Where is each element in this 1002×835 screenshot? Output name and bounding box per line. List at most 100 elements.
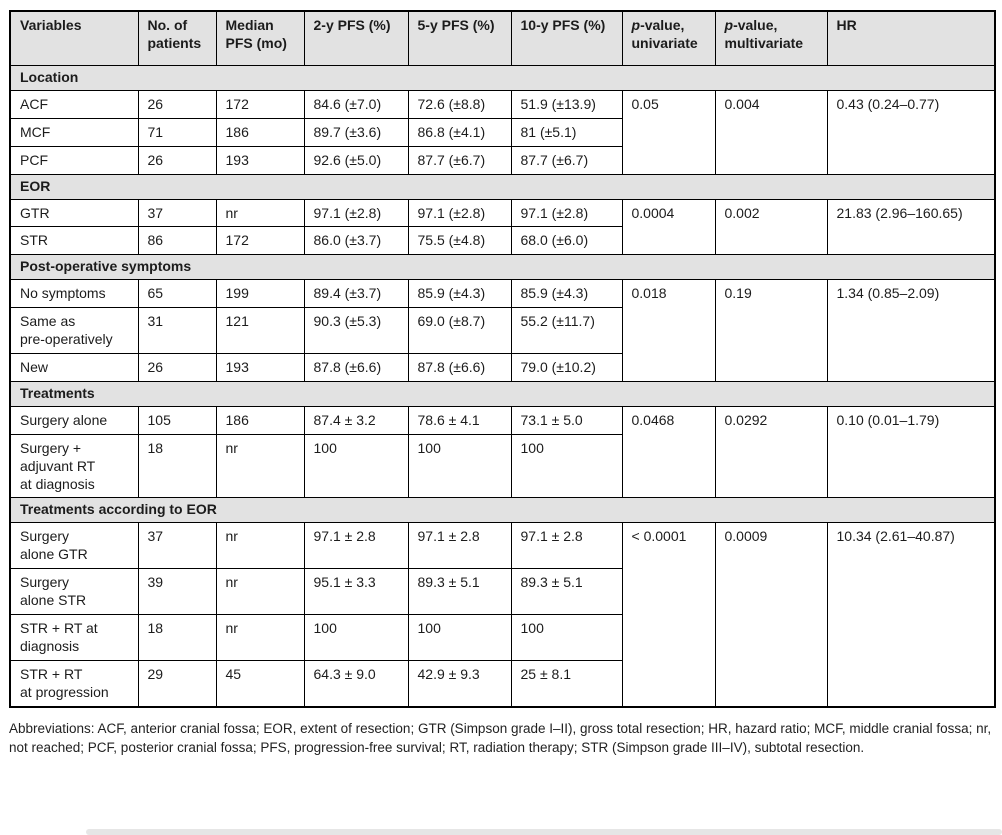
cell-variable: Surgery alone STR [9, 568, 139, 615]
cell-10y-pfs: 79.0 (±10.2) [510, 352, 623, 382]
cell-5y-pfs: 69.0 (±8.7) [407, 307, 512, 354]
cell-median-pfs: 172 [215, 226, 305, 256]
cell-variable: STR + RT at progression [9, 659, 139, 708]
cell-median-pfs: nr [215, 522, 305, 570]
cell-2y-pfs: 87.4 ± 3.2 [303, 405, 409, 435]
cell-median-pfs: nr [215, 198, 305, 228]
section-title: EOR [9, 173, 996, 200]
cell-p-multivariate: 0.004 [714, 89, 828, 175]
cell-10y-pfs: 87.7 (±6.7) [510, 145, 623, 175]
section-title: Treatments according to EOR [9, 497, 996, 524]
cell-2y-pfs: 92.6 (±5.0) [303, 145, 409, 175]
cell-median-pfs: 45 [215, 659, 305, 708]
cell-10y-pfs: 89.3 ± 5.1 [510, 568, 623, 615]
section-row: Location [9, 65, 996, 91]
cell-variable: No symptoms [9, 279, 139, 309]
cell-5y-pfs: 100 [407, 613, 512, 661]
cell-median-pfs: 186 [215, 117, 305, 147]
cell-variable: Surgery alone GTR [9, 522, 139, 570]
cell-patients: 37 [137, 198, 217, 228]
cell-2y-pfs: 86.0 (±3.7) [303, 226, 409, 256]
cell-patients: 71 [137, 117, 217, 147]
cell-median-pfs: nr [215, 613, 305, 661]
cell-10y-pfs: 55.2 (±11.7) [510, 307, 623, 354]
column-header: No. of patients [137, 10, 217, 66]
section-title: Post-operative symptoms [9, 254, 996, 281]
cell-variable: PCF [9, 145, 139, 175]
cell-5y-pfs: 75.5 (±4.8) [407, 226, 512, 256]
cell-5y-pfs: 87.8 (±6.6) [407, 352, 512, 382]
cell-patients: 18 [137, 433, 217, 499]
cell-hr: 0.43 (0.24–0.77) [826, 89, 996, 175]
page: Variables No. of patients Median PFS (mo) 2… [9, 10, 996, 755]
cell-median-pfs: 193 [215, 145, 305, 175]
column-header: 5-y PFS (%) [407, 10, 512, 66]
table-row: Same as pre-operatively 31 121 90.3 (±5.3) 6… [9, 307, 995, 354]
table-row: Surgery alone 105 186 87.4 ± 3.2 78.6 ± 4.1 7… [9, 405, 996, 499]
cell-p-multivariate: 0.0009 [714, 522, 828, 708]
cell-median-pfs: 121 [215, 307, 305, 354]
cell-10y-pfs: 100 [510, 433, 623, 499]
cell-2y-pfs: 89.7 (±3.6) [303, 117, 409, 147]
cell-variable: Surgery + adjuvant RT at diagnosis [9, 433, 139, 499]
cell-5y-pfs: 86.8 (±4.1) [407, 117, 512, 147]
cell-10y-pfs: 51.9 (±13.9) [510, 89, 623, 119]
cell-patients: 26 [137, 352, 217, 382]
cell-median-pfs: nr [215, 568, 305, 615]
cell-5y-pfs: 97.1 ± 2.8 [407, 522, 512, 570]
cell-10y-pfs: 97.1 ± 2.8 [510, 522, 623, 570]
cell-median-pfs: 199 [215, 279, 305, 309]
section-row: Treatments according to EOR [9, 497, 996, 524]
cell-p-univariate: 0.05 [621, 89, 716, 175]
cell-p-univariate: 0.0004 [621, 198, 716, 256]
table-row: ACF 26 172 84.6 (±7.0) 72.6 (±8.8) 51.9 (±13.… [9, 89, 996, 175]
table-header: Variables No. of patients Median PFS (mo) 2… [9, 10, 996, 66]
column-header: p-value, univariate [621, 10, 716, 66]
cell-patients: 26 [137, 89, 217, 119]
cell-p-multivariate: 0.0292 [714, 405, 828, 499]
cell-5y-pfs: 78.6 ± 4.1 [407, 405, 512, 435]
column-header: p-value, multivariate [714, 10, 828, 66]
cell-5y-pfs: 87.7 (±6.7) [407, 145, 512, 175]
cell-patients: 31 [137, 307, 217, 354]
cell-p-univariate: < 0.0001 [621, 522, 716, 708]
cell-2y-pfs: 100 [303, 433, 409, 499]
cell-patients: 37 [137, 522, 217, 570]
cell-5y-pfs: 85.9 (±4.3) [407, 279, 512, 309]
section-row: Treatments [9, 380, 996, 407]
cell-variable: ACF [9, 89, 139, 119]
cell-patients: 39 [137, 568, 217, 615]
cell-variable: Surgery alone [9, 405, 139, 435]
table-row: PCF 26 193 92.6 (±5.0) 87.7 (±6.7) 87.7 (±6.7… [9, 145, 995, 175]
cell-patients: 65 [137, 279, 217, 309]
cell-10y-pfs: 81 (±5.1) [510, 117, 623, 147]
cell-patients: 105 [137, 405, 217, 435]
cell-variable: GTR [9, 198, 139, 228]
cell-10y-pfs: 97.1 (±2.8) [510, 198, 623, 228]
cell-median-pfs: 172 [215, 89, 305, 119]
cell-5y-pfs: 42.9 ± 9.3 [407, 659, 512, 708]
cell-2y-pfs: 64.3 ± 9.0 [303, 659, 409, 708]
cell-2y-pfs: 84.6 (±7.0) [303, 89, 409, 119]
cell-variable: MCF [9, 117, 139, 147]
section-row: Post-operative symptoms [9, 254, 996, 281]
cell-median-pfs: 193 [215, 352, 305, 382]
section-title: Location [9, 65, 996, 91]
cell-patients: 18 [137, 613, 217, 661]
column-header: Variables [9, 10, 139, 66]
cell-5y-pfs: 72.6 (±8.8) [407, 89, 512, 119]
cell-p-univariate: 0.0468 [621, 405, 716, 499]
cell-patients: 86 [137, 226, 217, 256]
cell-patients: 29 [137, 659, 217, 708]
horizontal-scrollbar[interactable] [86, 829, 1002, 835]
cell-variable: STR [9, 226, 139, 256]
column-header: 2-y PFS (%) [303, 10, 409, 66]
table-row: Surgery alone STR 39 nr 95.1 ± 3.3 89.3 ± 5.… [9, 568, 995, 615]
header-row: Variables No. of patients Median PFS (mo) 2… [9, 10, 996, 66]
cell-median-pfs: nr [215, 433, 305, 499]
cell-hr: 1.34 (0.85–2.09) [826, 279, 996, 382]
cell-5y-pfs: 89.3 ± 5.1 [407, 568, 512, 615]
abbreviations-note: Abbreviations: ACF, anterior cranial fos… [9, 720, 992, 755]
table-row: GTR 37 nr 97.1 (±2.8) 97.1 (±2.8) 97.1 (±2.8)… [9, 198, 996, 256]
table-row: New 26 193 87.8 (±6.6) 87.8 (±6.6) 79.0 (±10.… [9, 352, 995, 382]
